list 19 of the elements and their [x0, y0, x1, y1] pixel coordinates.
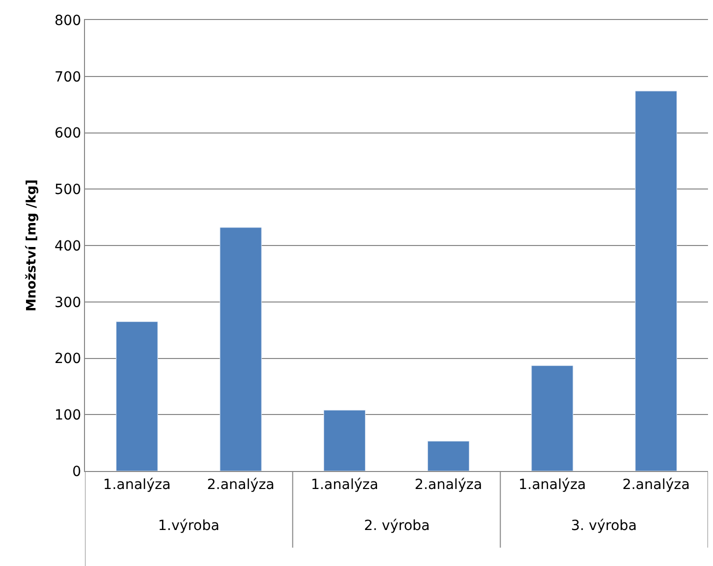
x-tick-label: 2.analýza: [414, 476, 482, 493]
text: 3. výroba: [571, 518, 637, 534]
y-tick-label: 300: [54, 294, 82, 311]
x-tick-label: 1.analýza: [103, 476, 171, 493]
x-tick-label: 2.analýza: [207, 476, 274, 493]
y-tick-label: 500: [54, 182, 82, 198]
x-tick-label: 1.analýza: [518, 476, 586, 493]
y-tick-label: 700: [54, 69, 82, 86]
text: 2. výroba: [364, 518, 430, 534]
y-axis-title: Množství [mg /kg]: [24, 179, 40, 312]
y-tick-label: 0: [72, 464, 82, 480]
y-tick-label: 200: [54, 351, 82, 368]
x-tick-label: 2.analýza: [622, 476, 690, 493]
y-tick-label: 400: [54, 238, 82, 254]
y-tick-label: 800: [54, 12, 82, 29]
text: 1.výroba: [158, 518, 220, 534]
x-tick-label: 1.analýza: [310, 476, 378, 493]
y-tick-label: 600: [54, 126, 82, 142]
y-tick-label: 100: [54, 408, 82, 424]
